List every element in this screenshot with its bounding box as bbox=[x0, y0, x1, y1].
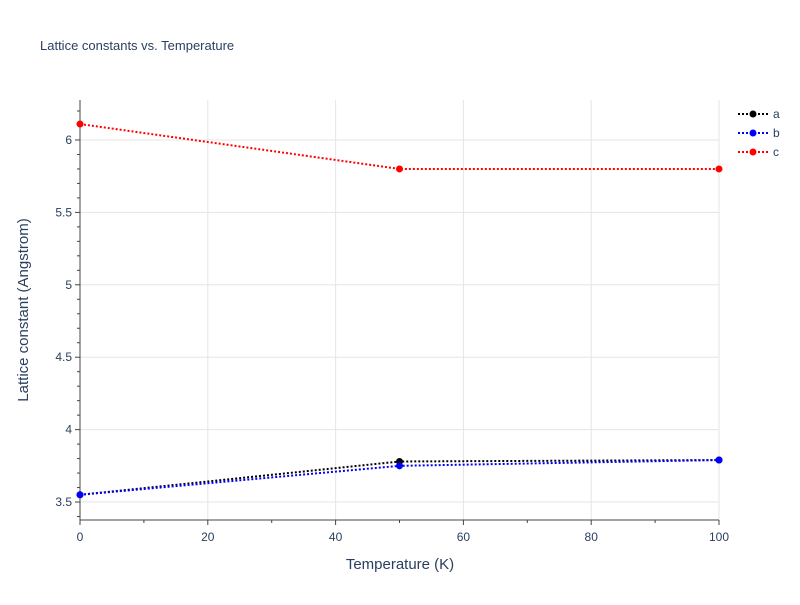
series-line-c bbox=[79, 123, 719, 170]
legend-item-a[interactable]: a bbox=[738, 107, 780, 121]
data-point-b bbox=[396, 462, 403, 470]
series-b bbox=[76, 456, 723, 499]
legend-label: a bbox=[773, 107, 780, 121]
legend-marker-b bbox=[749, 129, 757, 137]
legend-marker-c bbox=[749, 148, 757, 156]
legend-label: b bbox=[773, 126, 780, 140]
legend-label: c bbox=[773, 145, 779, 159]
legend-item-c[interactable]: c bbox=[738, 145, 779, 159]
grid bbox=[80, 100, 720, 520]
x-tick-label: 0 bbox=[77, 530, 84, 544]
x-tick-label: 80 bbox=[585, 530, 599, 544]
series-c bbox=[76, 120, 723, 173]
x-tick-label: 40 bbox=[329, 530, 343, 544]
data-point-b bbox=[76, 491, 84, 499]
data-point-c bbox=[715, 165, 723, 173]
x-tick-label: 100 bbox=[709, 530, 729, 544]
y-tick-label: 3.5 bbox=[55, 495, 72, 509]
data-point-b bbox=[715, 456, 723, 464]
x-tick-label: 60 bbox=[457, 530, 471, 544]
data-point-c bbox=[76, 120, 84, 128]
series-group bbox=[76, 120, 723, 499]
x-axis-label: Temperature (K) bbox=[346, 556, 454, 573]
y-tick-label: 4.5 bbox=[55, 350, 72, 364]
y-tick-label: 6 bbox=[65, 133, 72, 147]
legend[interactable]: abc bbox=[738, 107, 780, 159]
y-tick-label: 5.5 bbox=[55, 205, 72, 219]
x-tick-label: 20 bbox=[201, 530, 215, 544]
y-tick-label: 5 bbox=[65, 278, 72, 292]
axes: 0 20 40 60 80 100 3.5 4 4.5 5 5.5 6 bbox=[55, 100, 729, 544]
data-point-c bbox=[396, 165, 403, 173]
y-tick-label: 4 bbox=[65, 423, 72, 437]
y-axis-label: Lattice constant (Angstrom) bbox=[15, 218, 32, 401]
chart-title: Lattice constants vs. Temperature bbox=[40, 38, 234, 53]
legend-marker-a bbox=[749, 110, 757, 118]
legend-item-b[interactable]: b bbox=[738, 126, 780, 140]
